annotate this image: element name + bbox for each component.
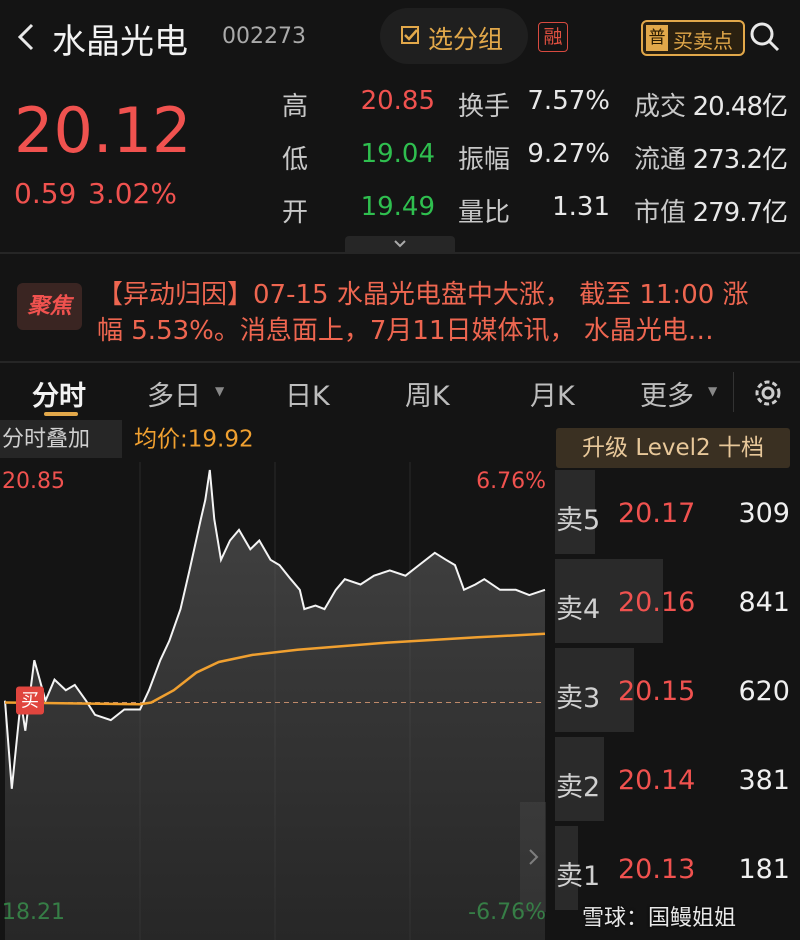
- intraday-chart: 分时叠加 均价:19.92 20.8518.216.76%-6.76%买: [0, 420, 546, 940]
- dropdown-caret: ▼: [215, 384, 225, 398]
- pct-top-label: 6.76%: [476, 469, 546, 494]
- divider: [0, 252, 800, 254]
- volume-bar: [555, 648, 635, 732]
- price-change-pct: 3.02%: [88, 177, 177, 210]
- signal-icon: 普: [646, 25, 668, 51]
- ask-volume: 381: [738, 765, 790, 796]
- stat-value: 20.85: [360, 86, 435, 116]
- tab[interactable]: 更多: [640, 381, 694, 412]
- tab-separator: [733, 372, 734, 412]
- stat-value: 19.49: [360, 192, 435, 222]
- tab[interactable]: 日K: [285, 381, 330, 412]
- upgrade-button[interactable]: 升级 Level2 十档: [556, 428, 790, 468]
- ask-label: 卖3: [556, 683, 601, 714]
- group-label: 选分组: [428, 25, 504, 54]
- stat-label: 量比: [458, 198, 511, 228]
- avg-line: [4, 632, 546, 706]
- stat-label: 高: [282, 92, 309, 122]
- stock-code: 002273: [222, 24, 306, 49]
- ask-label: 卖1: [556, 861, 601, 892]
- signal-label: 买卖点: [673, 29, 733, 53]
- back-button[interactable]: [14, 22, 38, 52]
- divider: [0, 361, 800, 363]
- dropdown-caret: ▼: [708, 384, 718, 398]
- tab[interactable]: 周K: [405, 381, 450, 412]
- stat-label: 开: [282, 198, 309, 228]
- news-badge: 聚焦: [17, 283, 82, 330]
- ask-label: 卖2: [556, 772, 601, 803]
- volume-bar: [555, 737, 604, 821]
- chevron: [394, 240, 406, 248]
- group-button[interactable]: 选分组: [380, 8, 528, 64]
- news-line: 【异动归因】07-15 水晶光电盘中大涨， 截至 11:00 涨: [97, 280, 749, 310]
- stat-value: 279.7亿: [692, 198, 788, 228]
- avg-price-label: 均价:19.92: [134, 427, 254, 453]
- price-change: 0.59: [14, 177, 77, 210]
- ask-volume: 181: [738, 854, 790, 885]
- y-top-label: 20.85: [2, 469, 65, 494]
- stat-label: 成交: [634, 92, 687, 122]
- ask-label: 卖5: [556, 505, 601, 536]
- expand-tab[interactable]: [345, 236, 455, 252]
- stat-value: 273.2亿: [692, 145, 788, 175]
- stat-label: 低: [282, 145, 309, 175]
- ask-volume: 620: [738, 676, 790, 707]
- stat-value: 1.31: [552, 192, 610, 222]
- tab[interactable]: 月K: [530, 381, 575, 412]
- stat-value: 7.57%: [527, 86, 610, 116]
- stock-name: 水晶光电: [52, 22, 188, 62]
- search-button[interactable]: [748, 20, 782, 54]
- margin-badge: 融: [538, 22, 568, 52]
- check-icon: [401, 26, 419, 44]
- ask-price: 20.16: [618, 587, 696, 618]
- tab[interactable]: 分时: [32, 381, 86, 412]
- stat-value: 9.27%: [527, 139, 610, 169]
- price-area: [5, 470, 545, 940]
- ask-price: 20.15: [618, 676, 696, 707]
- buy-marker-label: 买: [21, 691, 39, 712]
- news-banner[interactable]: 聚焦 【异动归因】07-15 水晶光电盘中大涨， 截至 11:00 涨 幅 5.…: [0, 260, 800, 360]
- header: 水晶光电 002273 选分组 融 普 买卖点: [0, 0, 800, 72]
- stat-label: 市值: [634, 198, 687, 228]
- volume-bar: [555, 559, 663, 643]
- news-line: 幅 5.53%。消息面上，7月11日媒体讯， 水晶光电…: [97, 316, 714, 346]
- overlay-label: 分时叠加: [2, 427, 90, 452]
- ask-volume: 309: [738, 498, 790, 529]
- tab-indicator: [44, 412, 78, 416]
- watermark: 雪球：国鳗姐姐: [582, 906, 737, 931]
- stat-label: 振幅: [458, 145, 511, 175]
- stat-value: 20.48亿: [692, 92, 788, 122]
- volume-bar: [555, 470, 595, 554]
- ask-label: 卖4: [556, 594, 601, 625]
- last-price: 20.12: [14, 94, 192, 167]
- stat-label: 换手: [458, 92, 511, 122]
- signal-button[interactable]: 普 买卖点: [641, 20, 745, 56]
- volume-bar: [555, 826, 579, 910]
- ask-volume: 841: [738, 587, 790, 618]
- buy-marker: [16, 686, 44, 715]
- price-line: [4, 469, 546, 789]
- overlay-button[interactable]: [0, 420, 122, 458]
- tab[interactable]: 多日: [147, 381, 201, 412]
- settings-button[interactable]: [750, 375, 786, 411]
- stat-value: 19.04: [360, 139, 435, 169]
- ask-price: 20.14: [618, 765, 696, 796]
- ask-price: 20.17: [618, 498, 696, 529]
- stat-label: 流通: [634, 145, 687, 175]
- ask-price: 20.13: [618, 854, 696, 885]
